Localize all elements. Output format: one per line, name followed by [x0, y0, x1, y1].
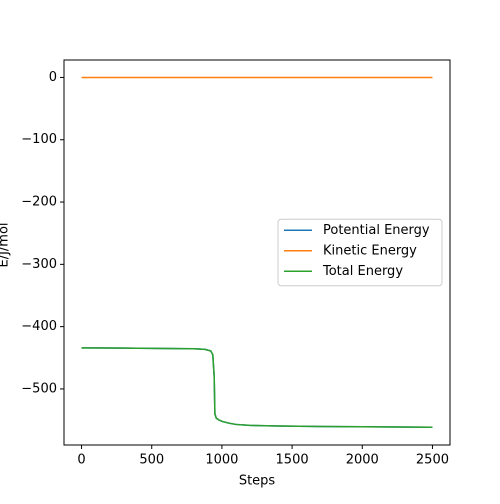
y-tick-label: −200: [21, 195, 57, 210]
x-tick-label: 500: [139, 453, 164, 468]
legend-label: Total Energy: [322, 264, 403, 279]
y-axis-label: E/J/mol: [0, 222, 12, 267]
x-tick-label: 1000: [205, 453, 238, 468]
y-tick-label: −300: [21, 257, 57, 272]
legend-label: Potential Energy: [323, 223, 430, 238]
legend-box: [277, 218, 443, 287]
y-tick-label: 0: [49, 70, 57, 85]
plot-frame: [63, 59, 451, 446]
x-axis-label: Steps: [239, 474, 276, 489]
x-tick-label: 2500: [416, 453, 449, 468]
x-tick-label: 2000: [346, 453, 379, 468]
x-tick-label: 0: [77, 453, 85, 468]
y-tick-label: −100: [21, 132, 57, 147]
y-tick-label: −400: [21, 319, 57, 334]
legend: Potential Energy Kinetic Energy Total Ener…: [277, 218, 443, 287]
legend-label: Kinetic Energy: [323, 243, 417, 258]
y-tick-label: −500: [21, 381, 57, 396]
series-line: [81, 347, 433, 428]
x-tick-label: 1500: [276, 453, 309, 468]
series-line: [81, 347, 433, 428]
